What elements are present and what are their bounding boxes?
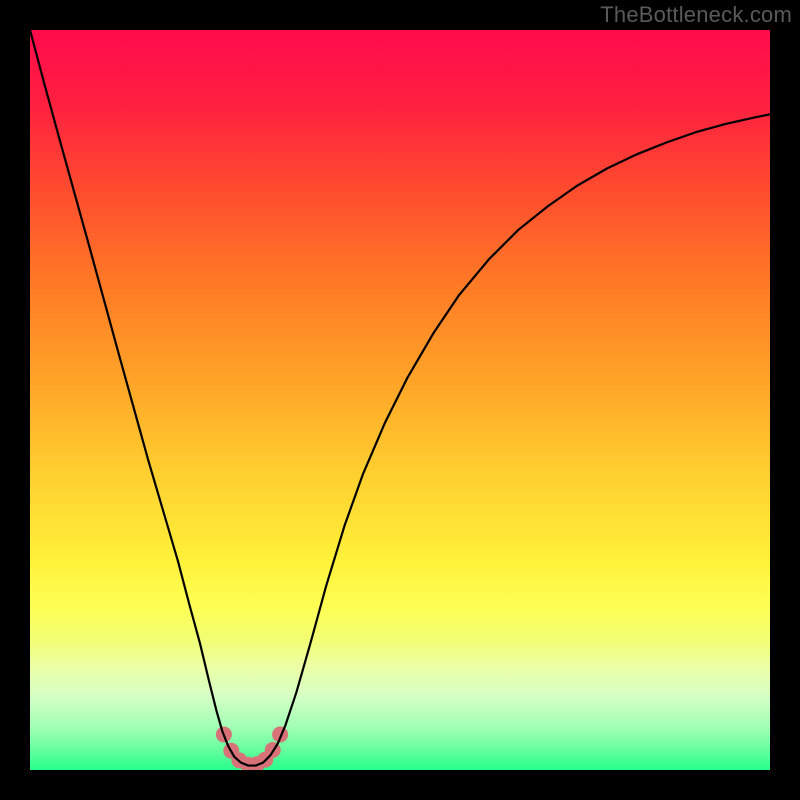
bottleneck-chart [30, 30, 770, 770]
curve-layer [30, 30, 770, 770]
bottleneck-curve [30, 30, 770, 766]
watermark-text: TheBottleneck.com [600, 2, 792, 28]
match-markers [216, 726, 288, 770]
